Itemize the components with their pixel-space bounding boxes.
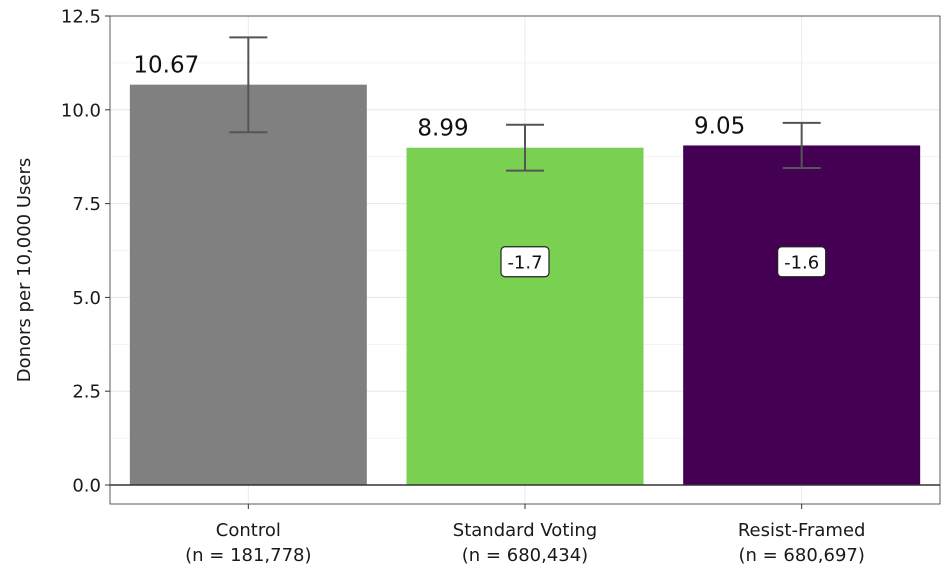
y-tick-label: 0.0 [72,476,101,497]
y-tick-label: 12.5 [61,7,101,28]
bar [683,145,921,485]
x-tick-sublabel: (n = 181,778) [185,545,311,566]
value-label: 9.05 [694,113,745,139]
value-label: 10.67 [133,53,199,79]
y-tick-label: 10.0 [61,100,101,121]
difference-label-box [500,246,550,278]
difference-label: -1.6 [784,252,819,273]
x-tick-label: Control [216,520,281,541]
difference-label: -1.7 [507,252,542,273]
bar [129,84,367,486]
x-tick-label: Resist-Framed [738,520,866,541]
y-tick-label: 2.5 [72,382,101,403]
bar [406,147,644,486]
x-tick-sublabel: (n = 680,697) [738,545,864,566]
difference-label-box [777,246,827,278]
x-tick-label: Standard Voting [453,520,597,541]
x-tick-sublabel: (n = 680,434) [462,545,588,566]
y-axis-title: Donors per 10,000 Users [14,158,35,383]
value-label: 8.99 [417,116,468,142]
y-tick-label: 5.0 [72,288,101,309]
y-tick-label: 7.5 [72,194,101,215]
